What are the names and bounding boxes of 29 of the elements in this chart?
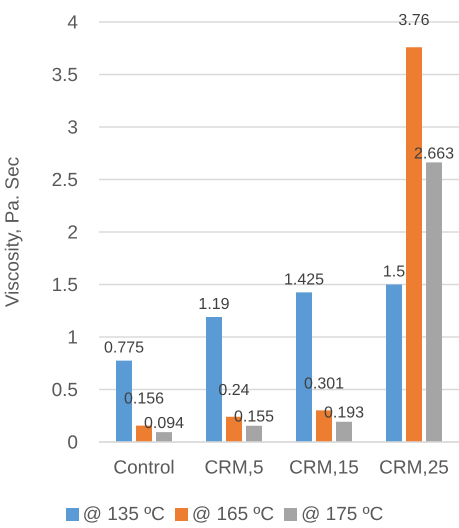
data-label: 0.155 (234, 408, 274, 426)
data-label: 1.5 (382, 264, 406, 280)
bar (246, 426, 262, 442)
y-tick-label: 1.5 (52, 275, 78, 296)
y-tick-label: 1 (67, 328, 78, 349)
y-tick-label: 2 (67, 222, 78, 244)
y-tick-label: 0 (67, 432, 78, 454)
y-tick-label: 2.5 (52, 170, 78, 192)
bar (336, 422, 352, 442)
bar (426, 162, 442, 442)
y-axis-title: Viscosity, Pa. Sec (2, 156, 24, 308)
bar (386, 284, 402, 442)
bar (156, 432, 172, 442)
x-tick-label: CRM,25 (379, 457, 449, 478)
y-tick-label: 4 (67, 12, 78, 34)
y-tick-label: 3.5 (52, 65, 78, 86)
legend-label: @ 165 ºC (192, 504, 274, 525)
x-tick-label: Control (113, 457, 175, 478)
legend-label: @ 135 ºC (82, 504, 165, 525)
x-tick-label: CRM,15 (289, 457, 359, 478)
data-label: 1.19 (198, 296, 230, 314)
legend-label: @ 175 ºC (301, 504, 384, 525)
data-label: 1.425 (284, 271, 324, 288)
y-tick-label: 0.5 (52, 380, 78, 402)
data-label: 0.094 (144, 415, 184, 432)
data-label: 3.76 (398, 12, 430, 30)
x-tick-label: CRM,5 (204, 457, 264, 478)
data-label: 0.775 (104, 340, 144, 357)
y-tick-label: 3 (67, 118, 78, 139)
